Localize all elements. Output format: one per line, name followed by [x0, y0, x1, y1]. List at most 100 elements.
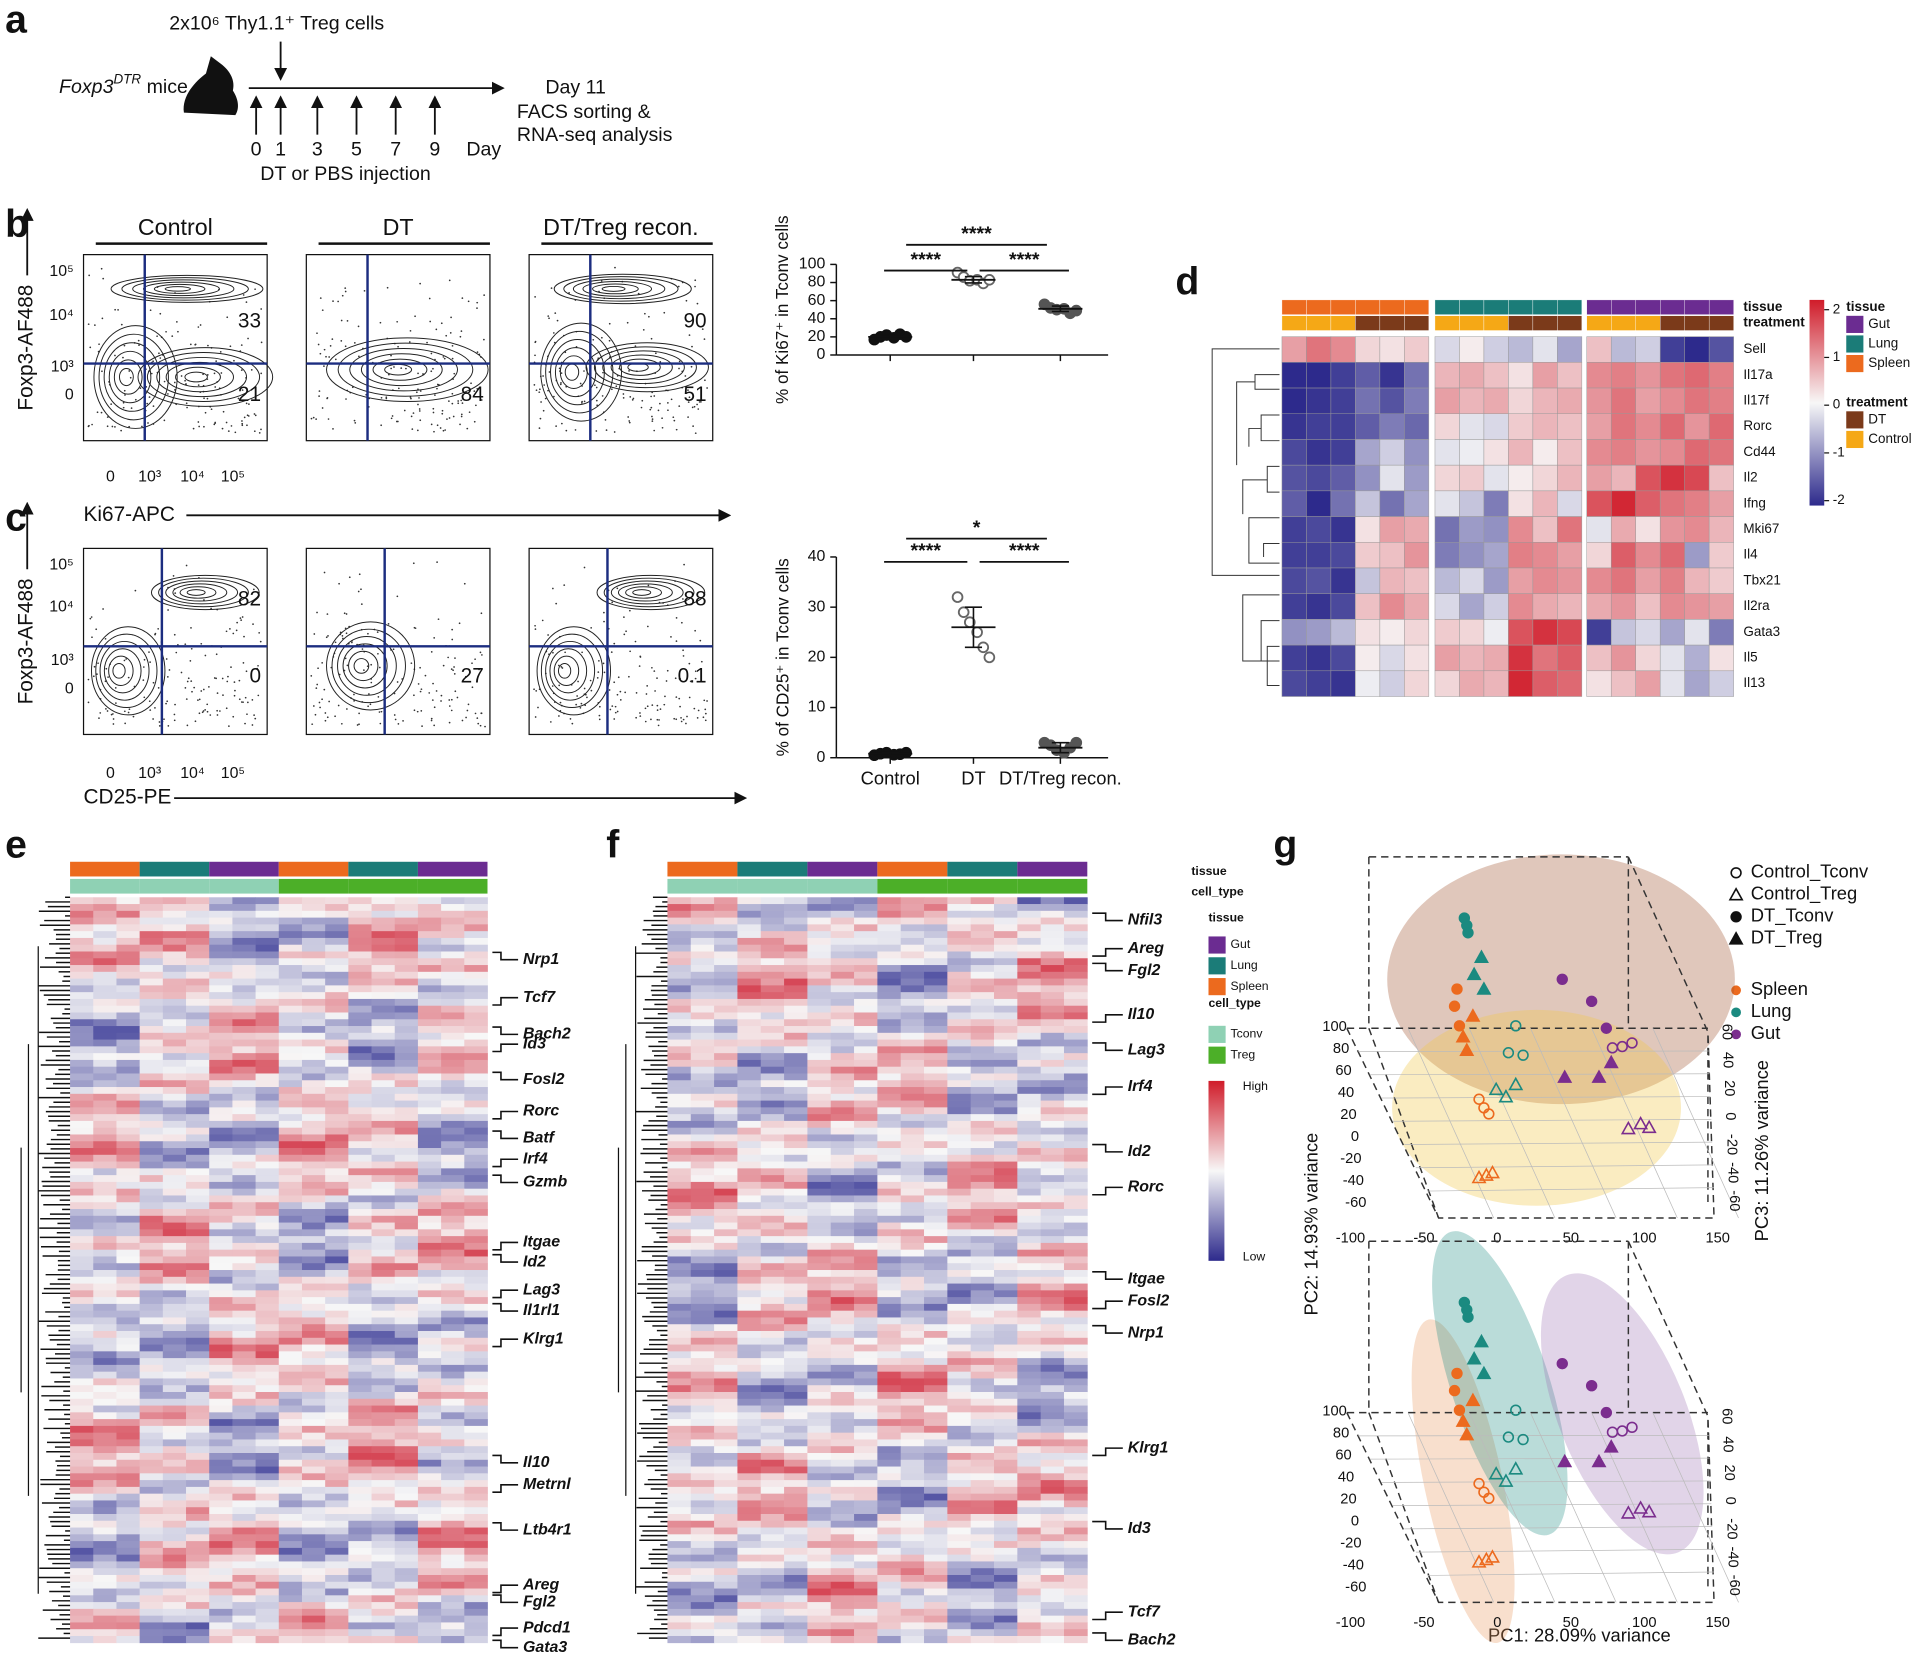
- event-dot: [184, 643, 187, 646]
- heatmap-cell: [278, 1100, 303, 1108]
- heatmap-cell: [807, 904, 832, 912]
- heatmap-cell: [394, 1331, 419, 1339]
- heatmap-cell: [70, 1527, 94, 1535]
- heatmap-cell: [209, 1635, 233, 1644]
- heatmap-cell: [807, 1005, 832, 1013]
- heatmap-cell: [1017, 924, 1042, 932]
- heatmap-cell: [464, 1053, 488, 1061]
- heatmap-cell: [417, 1507, 442, 1515]
- heatmap-cell: [737, 1188, 762, 1196]
- x-tick-label: 10³: [138, 469, 161, 486]
- event-dot: [163, 419, 166, 422]
- heatmap-cell: [830, 951, 855, 959]
- heatmap-cell: [139, 1432, 164, 1440]
- event-dot: [107, 676, 109, 678]
- heatmap-cell: [1635, 336, 1661, 363]
- heatmap-cell: [970, 917, 995, 925]
- heatmap-cell: [301, 910, 326, 918]
- heatmap-cell: [417, 1175, 442, 1183]
- heatmap-cell: [900, 944, 925, 952]
- event-dot: [351, 641, 353, 644]
- heatmap-cell: [162, 1534, 187, 1542]
- heatmap-cell: [1459, 439, 1485, 466]
- heatmap-cell: [255, 1202, 280, 1210]
- heatmap-cell: [737, 931, 762, 939]
- heatmap-cell: [232, 1005, 256, 1013]
- event-dot: [539, 388, 541, 391]
- heatmap-cell: [116, 1608, 141, 1617]
- heatmap-cell: [760, 1026, 785, 1034]
- heatmap-cell: [1063, 1039, 1088, 1047]
- event-dot: [663, 311, 666, 314]
- heatmap-cell: [301, 1297, 326, 1305]
- heatmap-cell: [464, 1242, 488, 1251]
- heatmap-cell: [348, 1385, 372, 1393]
- heatmap-cell: [900, 1161, 925, 1169]
- heatmap-cell: [255, 1520, 280, 1528]
- contour: [165, 580, 239, 605]
- event-dot: [378, 666, 381, 669]
- error-bar: [1051, 305, 1069, 313]
- heatmap-cell: [877, 917, 902, 925]
- heatmap-cell: [301, 1195, 326, 1203]
- event-dot: [460, 415, 463, 418]
- heatmap-cell: [994, 992, 1018, 1000]
- heatmap-cell: [1281, 567, 1307, 594]
- heatmap-cell: [1708, 362, 1734, 389]
- heatmap-cell: [1659, 593, 1685, 620]
- heatmap-cell: [394, 1425, 419, 1434]
- event-dot: [122, 401, 125, 404]
- heatmap-cell: [116, 1310, 141, 1318]
- heatmap-cell: [70, 965, 94, 973]
- heatmap-cell: [371, 1378, 396, 1386]
- heatmap-cell: [93, 944, 117, 952]
- heatmap-cell: [441, 1256, 465, 1264]
- heatmap-cell: [93, 1181, 117, 1190]
- event-dot: [310, 675, 313, 677]
- heatmap-cell: [1610, 644, 1636, 672]
- heatmap-cell: [116, 1087, 141, 1095]
- heatmap-cell: [186, 1100, 210, 1108]
- heatmap-cell: [1017, 971, 1042, 979]
- heatmap-cell: [325, 1012, 349, 1020]
- heatmap-cell: [464, 1595, 488, 1603]
- y-tick-label: 60: [808, 292, 826, 309]
- heatmap-cell: [162, 1032, 187, 1040]
- event-dot: [656, 704, 659, 707]
- event-dot: [259, 640, 262, 643]
- heatmap-cell: [970, 1066, 995, 1074]
- heatmap-cell: [737, 1080, 762, 1088]
- heatmap-cell: [139, 1568, 164, 1576]
- event-dot: [664, 695, 666, 698]
- heatmap-cell: [232, 978, 256, 986]
- contour: [348, 650, 379, 682]
- event-dot: [88, 424, 90, 427]
- event-dot: [603, 611, 605, 614]
- heatmap-cell: [394, 1344, 419, 1352]
- heatmap-cell: [994, 1351, 1018, 1359]
- heatmap-cell: [394, 1486, 419, 1495]
- heatmap-cell: [441, 1236, 465, 1244]
- heatmap-cell: [830, 1127, 855, 1135]
- heatmap-cell: [464, 1290, 488, 1298]
- heatmap-cell: [830, 1181, 855, 1190]
- heatmap-cell: [667, 917, 692, 925]
- heatmap-cell: [1306, 413, 1332, 440]
- event-dot: [678, 360, 681, 363]
- event-dot: [468, 411, 471, 414]
- treatment-annotation: [1379, 315, 1405, 331]
- heatmap-cell: [1708, 413, 1734, 440]
- heatmap-cell: [877, 1297, 902, 1305]
- legend-title: tissue: [1846, 299, 1885, 314]
- heatmap-cell: [714, 1059, 738, 1068]
- heatmap-cell: [209, 1452, 233, 1461]
- event-dot: [324, 712, 327, 714]
- heatmap-cell: [784, 1310, 808, 1318]
- heatmap-cell: [441, 1222, 465, 1230]
- event-dot: [260, 428, 262, 431]
- heatmap-cell: [186, 965, 210, 973]
- event-dot: [451, 628, 454, 631]
- heatmap-cell: [417, 1378, 442, 1386]
- heatmap-cell: [994, 1026, 1018, 1034]
- heatmap-cell: [994, 1032, 1018, 1040]
